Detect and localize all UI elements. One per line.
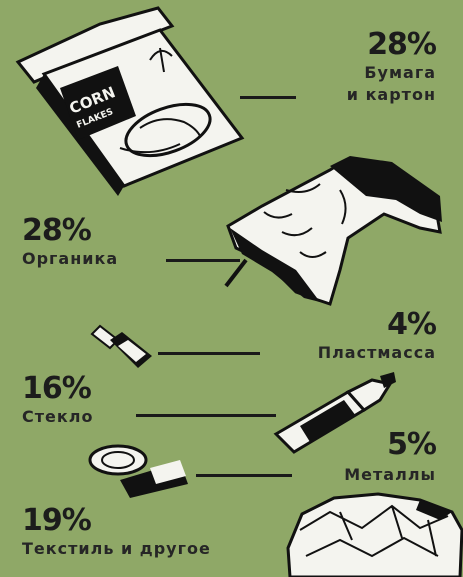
glass-bottle-icon: [273, 372, 396, 454]
metals-percent: 5%: [387, 427, 437, 462]
plastic-bottle-icon: [90, 324, 152, 368]
tin-can-icon: [88, 444, 188, 498]
cereal-box-icon: CORN FLAKES: [15, 6, 245, 196]
plastic-label: Пластмасса: [317, 343, 436, 362]
banana-peel-icon: [224, 156, 442, 306]
plastic-percent: 4%: [387, 307, 437, 342]
textile-percent: 19%: [22, 503, 92, 538]
paper-percent: 28%: [367, 27, 437, 62]
paper-leader-line: [240, 96, 296, 99]
plastic-leader-line: [158, 352, 260, 355]
organic-label: Органика: [22, 249, 119, 268]
organic-percent: 28%: [22, 213, 92, 248]
metals-label: Металлы: [344, 465, 436, 484]
paper-label-line1: Бумага: [364, 63, 436, 82]
glass-label: Стекло: [22, 407, 94, 426]
metals-leader-line: [196, 474, 292, 477]
crumpled-textile-icon: [286, 492, 463, 577]
paper-label-line2: и картон: [346, 85, 436, 104]
organic-leader-line: [166, 259, 240, 262]
textile-label: Текстиль и другое: [22, 539, 211, 558]
glass-leader-line: [136, 414, 276, 417]
glass-percent: 16%: [22, 371, 92, 406]
